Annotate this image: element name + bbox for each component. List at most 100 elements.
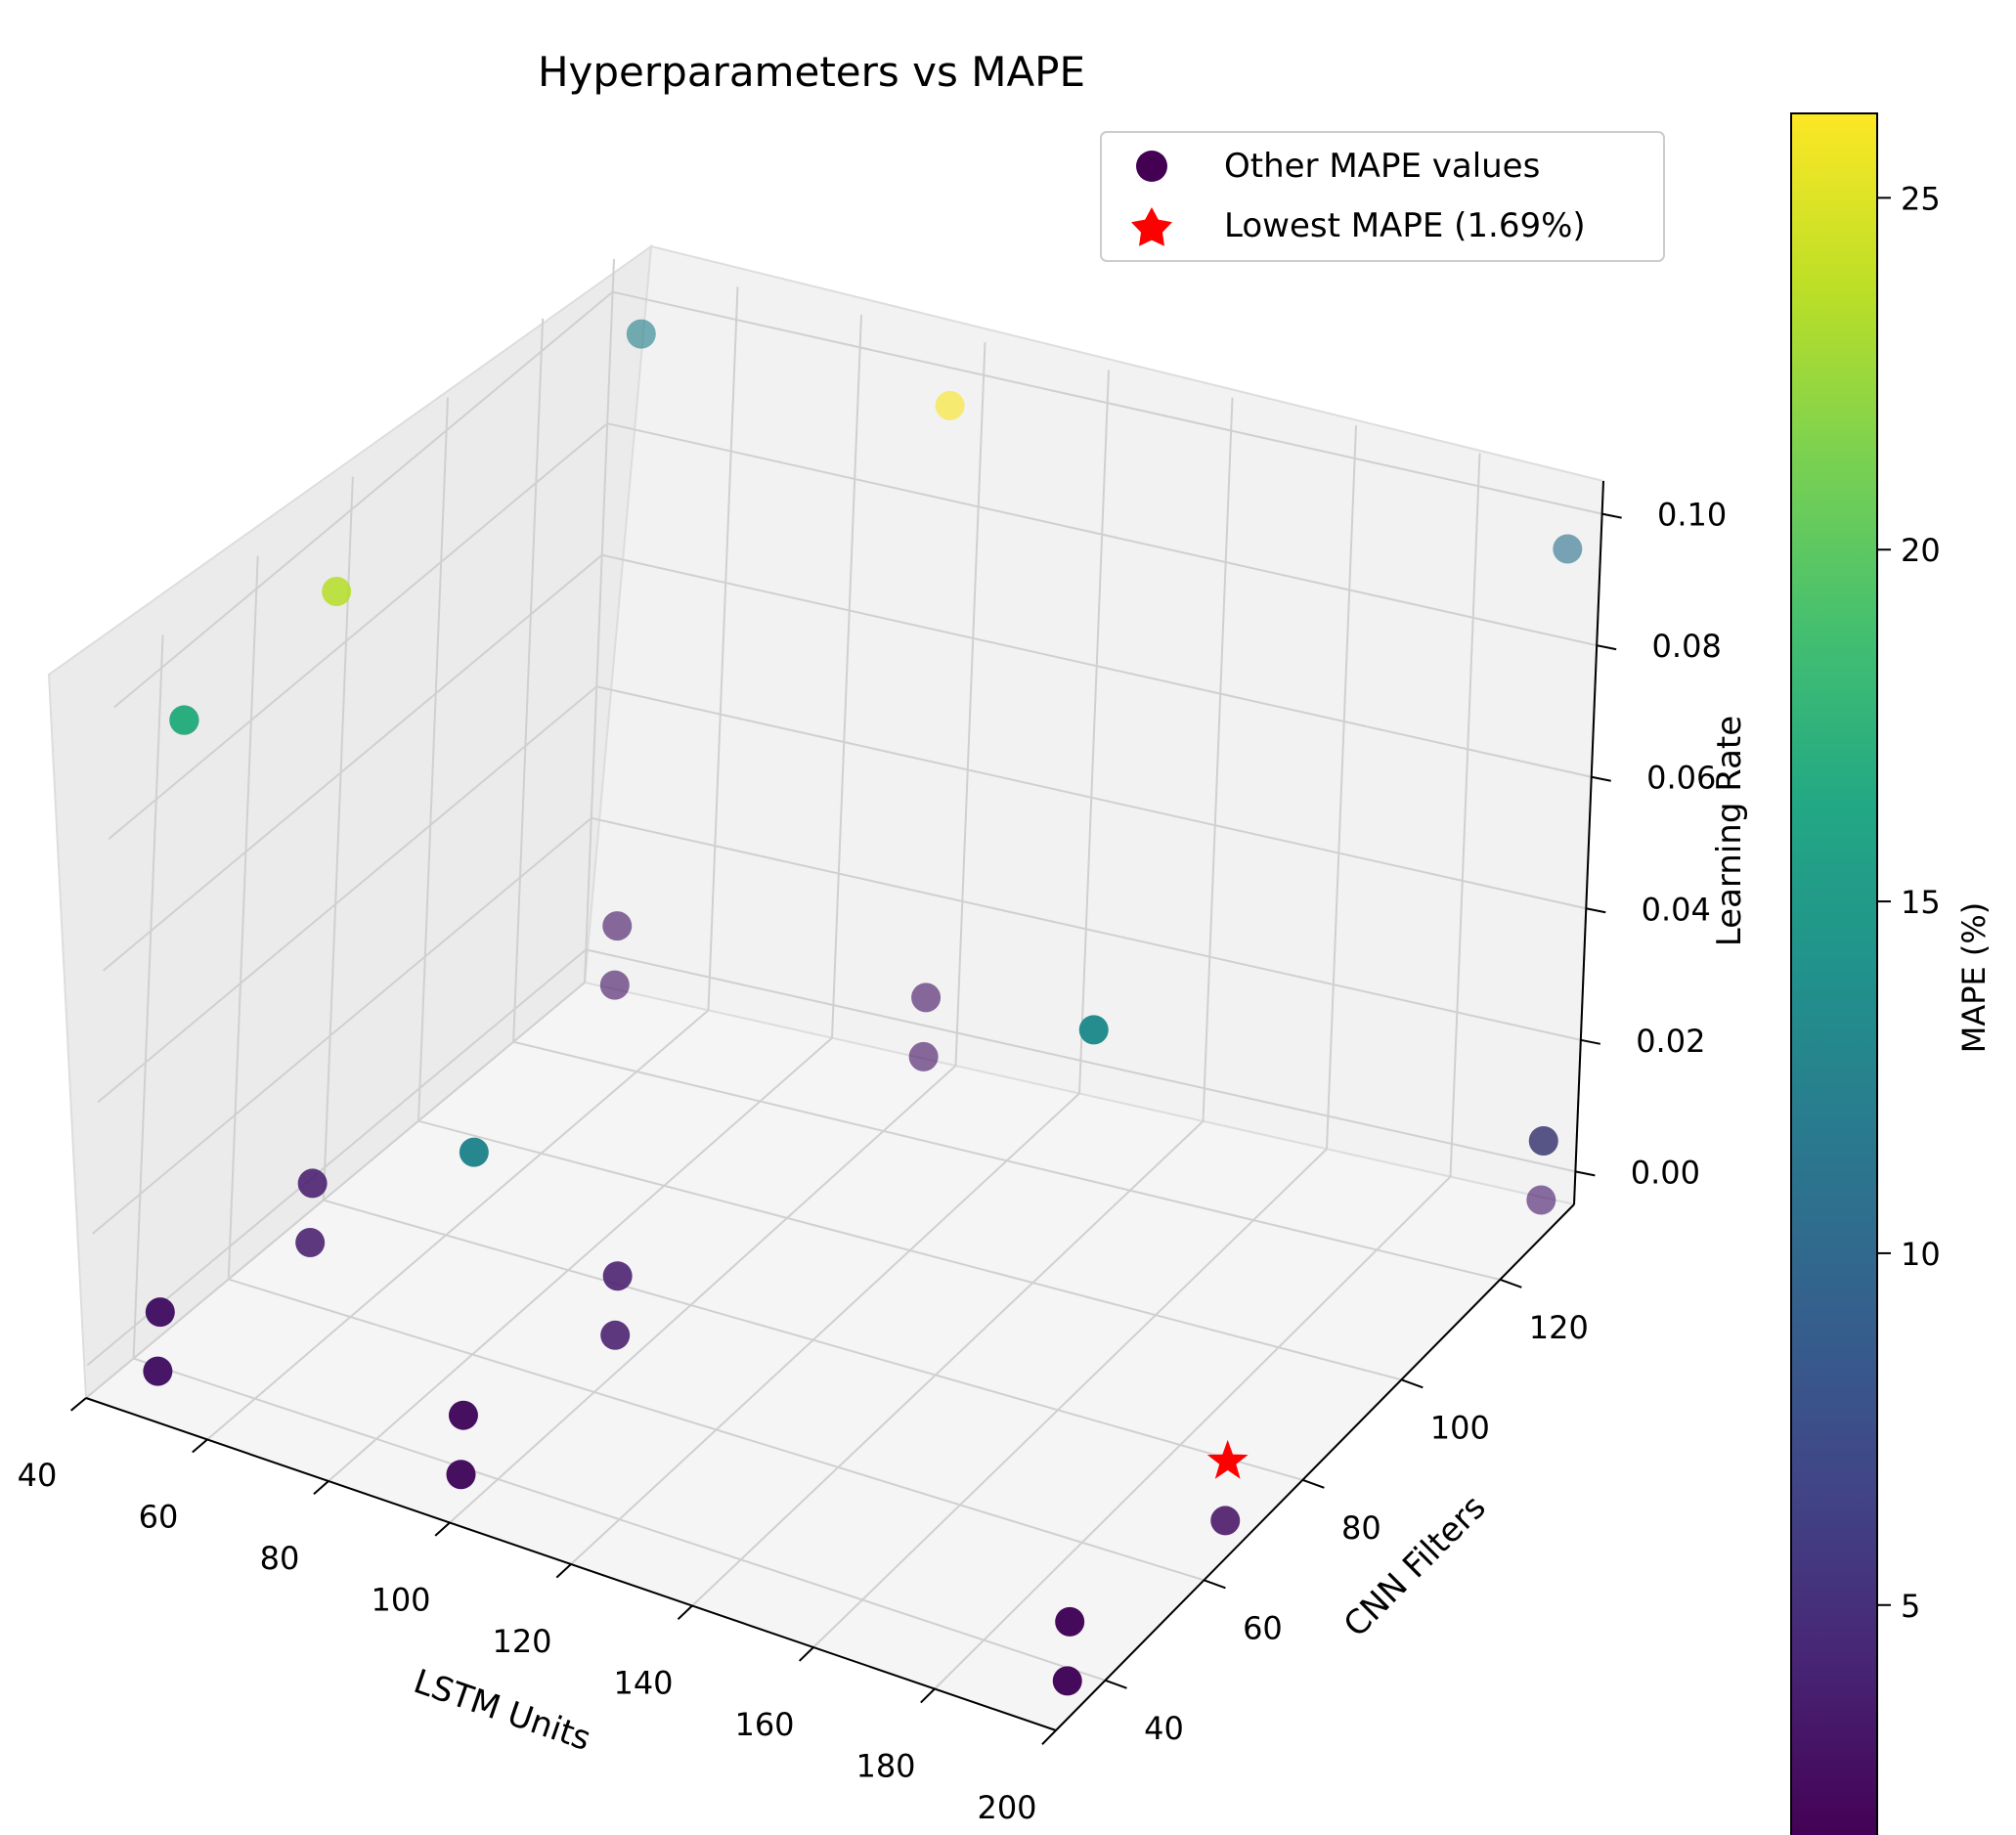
data-point xyxy=(169,705,199,735)
x-tick-label: 120 xyxy=(492,1623,551,1660)
y-tick-label: 40 xyxy=(1144,1710,1184,1747)
z-tick xyxy=(1591,775,1611,782)
legend-marker-best xyxy=(1131,207,1172,246)
y-tick-label: 80 xyxy=(1341,1509,1381,1547)
x-grid-line xyxy=(328,314,862,1482)
colorbar-label: MAPE (%) xyxy=(1955,902,1993,1054)
y-tick xyxy=(1105,1679,1127,1689)
x-axis-label: LSTM Units xyxy=(409,1662,595,1759)
data-point xyxy=(446,1460,476,1490)
x-grid-line xyxy=(449,342,986,1524)
x-grid-line xyxy=(85,258,615,1399)
colorbar-ticks: 5 10 15 20 25 xyxy=(1877,180,1941,1625)
colorbar-tick-label: 20 xyxy=(1901,532,1941,569)
y-tick-label: 120 xyxy=(1529,1309,1589,1346)
z-axis-label: Learning Rate xyxy=(1710,716,1749,946)
z-grid-line xyxy=(112,290,1602,709)
colorbar-tick-label: 25 xyxy=(1901,180,1941,217)
data-point xyxy=(1526,1185,1556,1215)
data-point xyxy=(1052,1666,1082,1696)
x-grid-line xyxy=(206,286,739,1441)
data-point xyxy=(143,1356,173,1386)
scatter-points xyxy=(143,319,1583,1696)
legend: Other MAPE values Lowest MAPE (1.69%) xyxy=(1100,131,1665,262)
z-tick xyxy=(1580,1038,1601,1045)
x-tick xyxy=(69,1397,87,1412)
data-point xyxy=(1055,1606,1085,1637)
z-tick-label: 0.00 xyxy=(1631,1154,1700,1191)
best-point-group xyxy=(1206,1439,1249,1479)
x-grid-line xyxy=(812,425,1357,1648)
x-tick-label: 60 xyxy=(139,1499,179,1536)
y-grid-line xyxy=(132,634,1106,1682)
colorbar-tick-label: 15 xyxy=(1901,884,1941,921)
x-grid-line xyxy=(570,370,1110,1565)
z-tick xyxy=(1601,512,1622,519)
legend-label-best: Lowest MAPE (1.69%) xyxy=(1224,206,1586,245)
data-point xyxy=(322,576,352,606)
grid-lines xyxy=(85,258,1604,1731)
tick-marks xyxy=(69,512,1622,1745)
x-tick xyxy=(434,1521,451,1537)
data-point xyxy=(295,1227,326,1257)
legend-box xyxy=(1100,131,1665,262)
x-grid-line xyxy=(691,397,1234,1607)
data-point xyxy=(297,1168,328,1199)
z-grid-line xyxy=(108,422,1598,840)
colorbar: 5 10 15 20 25 MAPE (%) xyxy=(1790,112,1993,1835)
z-grid-line xyxy=(86,948,1576,1367)
y-grid-line xyxy=(227,555,1205,1582)
z-tick-label: 0.02 xyxy=(1636,1023,1705,1060)
data-point xyxy=(1528,1125,1558,1156)
y-grid-line xyxy=(512,318,1501,1281)
x-tick xyxy=(798,1646,814,1662)
y-tick xyxy=(1302,1478,1325,1489)
data-point xyxy=(1210,1506,1241,1536)
z-tick-label: 0.04 xyxy=(1642,891,1711,928)
colorbar-tick-label: 5 xyxy=(1901,1588,1920,1625)
x-tick-label: 100 xyxy=(371,1582,430,1619)
x-grid-line xyxy=(934,453,1481,1690)
data-point xyxy=(602,1261,633,1291)
x-tick-label: 140 xyxy=(613,1665,673,1702)
legend-marker-other xyxy=(1136,151,1167,182)
data-point xyxy=(602,911,633,941)
z-tick-label: 0.10 xyxy=(1657,497,1727,534)
colorbar-gradient xyxy=(1790,112,1878,1835)
data-point xyxy=(145,1297,175,1328)
data-point xyxy=(599,970,630,1000)
data-point xyxy=(908,1041,939,1071)
x-tick-label: 200 xyxy=(977,1789,1036,1826)
z-grid-line xyxy=(103,553,1592,972)
z-grid-line xyxy=(97,685,1587,1104)
x-tick-label: 180 xyxy=(855,1748,915,1785)
z-tick-label: 0.06 xyxy=(1646,760,1716,797)
best-point-star xyxy=(1206,1439,1249,1479)
z-tick xyxy=(1596,644,1617,651)
x-tick xyxy=(677,1604,693,1620)
x-tick xyxy=(313,1480,329,1495)
data-point xyxy=(935,390,965,420)
x-tick xyxy=(920,1687,936,1704)
data-point xyxy=(448,1400,478,1430)
x-tick-label: 160 xyxy=(734,1706,794,1743)
data-point xyxy=(1553,534,1583,564)
data-point xyxy=(1078,1015,1109,1045)
data-point xyxy=(626,319,656,349)
data-point xyxy=(459,1137,489,1167)
x-tick-label: 80 xyxy=(260,1540,300,1577)
colorbar-tick-label: 10 xyxy=(1901,1236,1941,1273)
y-tick xyxy=(1400,1378,1424,1389)
y-tick-label: 60 xyxy=(1243,1609,1283,1646)
z-tick xyxy=(1586,907,1606,914)
y-tick xyxy=(1204,1579,1226,1590)
x-tick xyxy=(192,1438,208,1454)
y-axis-line xyxy=(1055,1203,1575,1731)
y-grid-line xyxy=(322,476,1303,1481)
y-grid-line xyxy=(416,397,1402,1381)
z-axis-line xyxy=(1573,480,1604,1205)
z-tick xyxy=(1575,1170,1596,1177)
chart-title: Hyperparameters vs MAPE xyxy=(538,48,1085,96)
axes-3d: 40 60 80 100 120 140 160 180 200 40 60 80 100 120 0.00… xyxy=(18,243,1727,1826)
